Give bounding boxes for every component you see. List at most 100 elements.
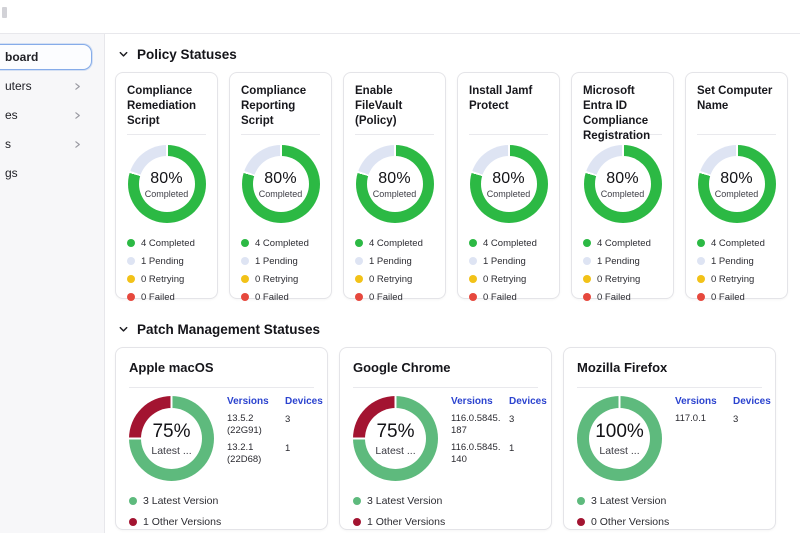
chevron-right-icon xyxy=(73,140,82,149)
sidebar-item-label: s xyxy=(5,137,11,151)
legend-label: 3 Latest Version xyxy=(591,494,667,507)
donut-sub-label: Completed xyxy=(486,188,531,199)
legend-label: 0 Retrying xyxy=(255,273,299,285)
legend-dot-icon xyxy=(697,293,705,301)
patch-status-card: Mozilla Firefox 100% Latest ... Versions Dev… xyxy=(563,347,776,530)
card-divider xyxy=(577,387,762,388)
policy-status-card: Microsoft Entra ID Compliance Registrati… xyxy=(571,72,674,303)
donut-sub-label: Completed xyxy=(600,188,645,199)
legend-item: 0 Failed xyxy=(469,288,548,306)
legend-label: 0 Failed xyxy=(255,291,289,303)
sidebar-item-dashboard[interactable]: board xyxy=(0,44,92,70)
legend-dot-icon xyxy=(577,496,585,505)
versions-column-header[interactable]: Versions xyxy=(451,396,493,407)
legend-dot-icon xyxy=(353,496,361,505)
donut-sub-label: Completed xyxy=(714,188,759,199)
policy-card-title: Compliance Reporting Script xyxy=(241,85,307,127)
devices-column-header[interactable]: Devices xyxy=(285,396,323,407)
sidebar-item-label: gs xyxy=(5,166,18,180)
legend-dot-icon xyxy=(469,239,477,247)
policy-section-title: Policy Statuses xyxy=(137,47,237,62)
donut-percent-label: 80% xyxy=(150,169,183,187)
version-value: 13.2.1 (22D68) xyxy=(227,442,262,465)
donut-legend: 3 Latest Version 1 Other Versions xyxy=(129,490,314,532)
policy-status-card: Install Jamf Protect 80% Completed 4 Comple… xyxy=(457,72,560,303)
legend-label: 1 Pending xyxy=(483,255,526,267)
donut-center: 80% Completed xyxy=(138,156,195,212)
legend-item: 0 Failed xyxy=(583,288,662,306)
donut-chart: 80% Completed xyxy=(697,145,776,223)
donut-chart: 80% Completed xyxy=(469,145,548,223)
card-divider xyxy=(583,134,662,135)
legend-label: 0 Retrying xyxy=(597,273,641,285)
legend-dot-icon xyxy=(355,275,363,283)
donut-center: 80% Completed xyxy=(594,156,651,212)
chevron-right-icon xyxy=(73,111,82,120)
legend-dot-icon xyxy=(241,257,249,265)
legend-item: 3 Latest Version xyxy=(577,490,762,511)
legend-label: 1 Other Versions xyxy=(367,515,446,528)
policy-section-header[interactable]: Policy Statuses xyxy=(118,47,800,62)
sidebar: board uters es s gs xyxy=(0,34,105,533)
donut-chart-wrap: 100% Latest ... xyxy=(577,396,662,481)
versions-table-header: Versions Devices xyxy=(451,396,547,407)
devices-count: 1 xyxy=(509,443,515,454)
donut-percent-label: 80% xyxy=(606,169,639,187)
legend-item: 0 Other Versions xyxy=(577,511,762,532)
legend-dot-icon xyxy=(697,239,705,247)
card-divider xyxy=(353,387,538,388)
legend-label: 0 Failed xyxy=(369,291,403,303)
legend-label: 3 Latest Version xyxy=(143,494,219,507)
legend-label: 1 Other Versions xyxy=(143,515,222,528)
legend-label: 4 Completed xyxy=(255,237,309,249)
donut-chart: 80% Completed xyxy=(127,145,206,223)
sidebar-item-users[interactable]: s xyxy=(0,131,92,157)
legend-label: 0 Retrying xyxy=(711,273,755,285)
versions-column-header[interactable]: Versions xyxy=(675,396,717,407)
donut-percent-label: 75% xyxy=(376,420,415,442)
legend-label: 4 Completed xyxy=(597,237,651,249)
legend-label: 1 Pending xyxy=(369,255,412,267)
sidebar-item-computers[interactable]: uters xyxy=(0,73,92,99)
card-divider xyxy=(469,134,548,135)
legend-item: 0 Retrying xyxy=(241,270,320,288)
donut-chart: 75% Latest ... xyxy=(353,396,438,481)
devices-column-header[interactable]: Devices xyxy=(733,396,771,407)
version-row: 117.0.1 3 xyxy=(675,413,762,425)
legend-dot-icon xyxy=(355,239,363,247)
policy-card-title: Enable FileVault (Policy) xyxy=(355,85,403,127)
patch-card-title: Apple macOS xyxy=(129,360,214,375)
donut-legend: 4 Completed 1 Pending 0 Retrying 0 Failed xyxy=(355,234,434,306)
logo-fragment-icon xyxy=(2,7,7,18)
donut-chart: 80% Completed xyxy=(355,145,434,223)
legend-label: 4 Completed xyxy=(483,237,537,249)
legend-dot-icon xyxy=(583,239,591,247)
legend-item: 0 Retrying xyxy=(127,270,206,288)
legend-item: 4 Completed xyxy=(355,234,434,252)
topbar xyxy=(0,0,800,34)
legend-label: 0 Failed xyxy=(483,291,517,303)
donut-legend: 4 Completed 1 Pending 0 Retrying 0 Failed xyxy=(469,234,548,306)
legend-item: 0 Retrying xyxy=(469,270,548,288)
donut-center: 80% Completed xyxy=(252,156,309,212)
legend-item: 3 Latest Version xyxy=(129,490,314,511)
legend-label: 1 Pending xyxy=(255,255,298,267)
policy-card-title: Microsoft Entra ID Compliance Registrati… xyxy=(583,85,651,142)
card-divider xyxy=(697,134,776,135)
legend-item: 0 Failed xyxy=(127,288,206,306)
chevron-down-icon xyxy=(119,326,128,332)
devices-column-header[interactable]: Devices xyxy=(509,396,547,407)
donut-chart-wrap: 80% Completed xyxy=(241,145,320,223)
versions-table-header: Versions Devices xyxy=(675,396,771,407)
patch-section-header[interactable]: Patch Management Statuses xyxy=(118,322,800,337)
sidebar-item-devices[interactable]: es xyxy=(0,102,92,128)
donut-percent-label: 80% xyxy=(264,169,297,187)
legend-dot-icon xyxy=(583,257,591,265)
versions-table: Versions Devices 13.5.2 (22G91) 3 13.2.1 (22… xyxy=(227,396,323,481)
legend-dot-icon xyxy=(353,517,361,526)
versions-column-header[interactable]: Versions xyxy=(227,396,269,407)
sidebar-item-logs[interactable]: gs xyxy=(0,160,92,186)
versions-table-header: Versions Devices xyxy=(227,396,323,407)
policy-cards-row: Compliance Remediation Script 80% Complete… xyxy=(115,72,800,303)
donut-percent-label: 100% xyxy=(595,420,644,442)
